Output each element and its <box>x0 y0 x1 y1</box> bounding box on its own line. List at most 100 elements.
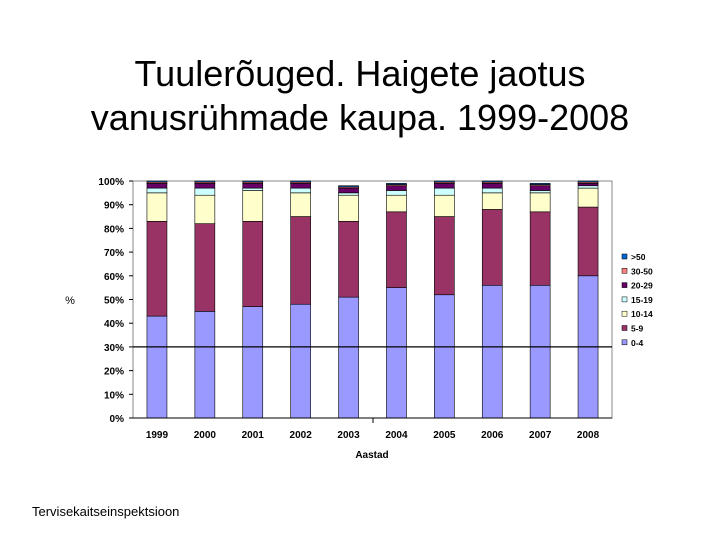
x-tick-label: 2000 <box>194 430 217 441</box>
bar-segment-50-2002 <box>290 180 311 183</box>
x-tick-label: 2006 <box>481 430 504 441</box>
legend-swatch <box>621 296 628 303</box>
bar-segment-50-2007 <box>529 183 551 185</box>
y-tick-label: 80% <box>104 224 124 235</box>
y-tick-label: 0% <box>110 414 125 425</box>
bar-segment-59-1999 <box>146 220 168 317</box>
bar-segment-1014-2000 <box>194 194 216 224</box>
legend-swatch <box>621 268 628 274</box>
bar-segment-2029-2001 <box>242 183 264 189</box>
bar-segment-2029-2004 <box>386 185 407 191</box>
bar-segment-50-2000 <box>194 180 216 183</box>
bar-segment-04-2004 <box>386 287 407 419</box>
y-tick-label: 90% <box>104 201 124 212</box>
slide-title-line-1: Tuulerõuged. Haigete jaotus <box>134 53 586 94</box>
bar-segment-1014-2008 <box>577 187 599 208</box>
bar-segment-50-2001 <box>242 180 264 183</box>
legend-label: 5-9 <box>631 324 644 334</box>
x-tick-label: 2004 <box>385 430 408 441</box>
bar-segment-1519-2002 <box>290 187 311 194</box>
y-tick-label: 100% <box>98 177 124 188</box>
bar-segment-04-2002 <box>290 303 311 419</box>
y-tick-label: 30% <box>104 343 124 354</box>
bar-segment-1014-2005 <box>434 194 455 217</box>
bar-segment-1519-2007 <box>529 190 551 194</box>
bar-segment-1014-2002 <box>290 192 311 217</box>
y-tick-label: 40% <box>104 319 124 330</box>
x-tick-label: 2007 <box>529 430 552 441</box>
x-tick-label: 2003 <box>337 430 360 441</box>
bar-segment-1519-2001 <box>242 187 264 191</box>
legend-label: 20-29 <box>631 281 653 291</box>
bar-segment-1519-2003 <box>338 192 359 196</box>
bar-segment-04-2005 <box>434 294 455 419</box>
bar-segment-59-2004 <box>386 211 407 288</box>
legend-swatch <box>621 310 628 317</box>
legend-label: 0-4 <box>631 338 644 348</box>
x-tick-label: 2008 <box>577 430 600 441</box>
bar-segment-2029-2007 <box>529 185 551 191</box>
bar-segment-59-2006 <box>481 209 503 286</box>
bar-segment-50-2003 <box>338 185 359 188</box>
bar-segment-2029-2003 <box>338 187 359 194</box>
bar-segment-2029-2000 <box>194 183 216 189</box>
y-tick-label: 70% <box>104 248 124 259</box>
bar-segment-04-2001 <box>242 306 264 419</box>
bar-segment-59-2008 <box>577 206 599 277</box>
bar-segment-2029-2002 <box>290 183 311 189</box>
legend-swatch <box>621 325 628 331</box>
bar-segment-59-2007 <box>529 211 551 286</box>
bar-segment-2029-2005 <box>434 183 455 189</box>
bar-segment-50-2008 <box>577 180 599 183</box>
bar-segment-1519-2000 <box>194 187 216 196</box>
bar-segment-59-2000 <box>194 223 216 312</box>
bar-segment-04-2006 <box>481 284 503 419</box>
bar-segment-1519-2004 <box>386 190 407 196</box>
bar-segment-2029-1999 <box>146 183 168 189</box>
legend-label: 10-14 <box>631 309 653 319</box>
x-tick-label: 2001 <box>242 430 265 441</box>
y-tick-label: 10% <box>104 390 124 401</box>
legend-label: 15-19 <box>631 295 653 305</box>
bar-segment-50-2006 <box>481 180 503 183</box>
bar-segment-1519-2006 <box>481 187 503 194</box>
y-tick-label: 50% <box>104 296 124 307</box>
slide-title: Tuulerõuged. Haigete jaotus vanusrühmade… <box>0 52 720 140</box>
legend-swatch <box>621 339 628 346</box>
bar-segment-50-2005 <box>434 180 455 183</box>
bar-segment-2029-2006 <box>481 183 503 189</box>
bar-segment-04-2007 <box>529 284 551 419</box>
bar-segment-1519-1999 <box>146 187 168 194</box>
bar-segment-59-2001 <box>242 220 264 307</box>
bar-segment-1014-1999 <box>146 192 168 222</box>
bar-segment-1519-2008 <box>577 185 599 189</box>
y-tick-label: 20% <box>104 367 124 378</box>
bar-segment-1014-2001 <box>242 190 264 222</box>
bar-segment-59-2003 <box>338 220 359 298</box>
y-axis-label: % <box>65 295 75 307</box>
bar-segment-1014-2006 <box>481 192 503 210</box>
legend-swatch <box>621 253 628 260</box>
legend-label: 30-50 <box>631 266 653 276</box>
bar-segment-2029-2008 <box>577 183 599 187</box>
bar-segment-04-2003 <box>338 296 359 419</box>
bar-segment-1014-2007 <box>529 192 551 213</box>
source-footer: Tervisekaitseinspektsioon <box>32 504 180 519</box>
bar-segment-50-1999 <box>146 180 168 183</box>
bar-segment-1014-2004 <box>386 194 407 213</box>
slide-title-line-2: vanusrühmade kaupa. 1999-2008 <box>90 97 630 138</box>
y-tick-label: 60% <box>104 272 124 283</box>
x-axis-label: Aastad <box>355 450 388 461</box>
x-tick-label: 2002 <box>290 430 313 441</box>
x-tick-label: 1999 <box>146 430 169 441</box>
bar-segment-59-2002 <box>290 216 311 305</box>
bar-segment-04-2000 <box>194 311 216 419</box>
bar-segment-1519-2005 <box>434 187 455 196</box>
legend-label: >50 <box>631 252 646 262</box>
bar-segment-1014-2003 <box>338 194 359 222</box>
bar-segment-04-1999 <box>146 315 168 419</box>
x-tick-label: 2005 <box>433 430 456 441</box>
legend-swatch <box>621 282 628 288</box>
